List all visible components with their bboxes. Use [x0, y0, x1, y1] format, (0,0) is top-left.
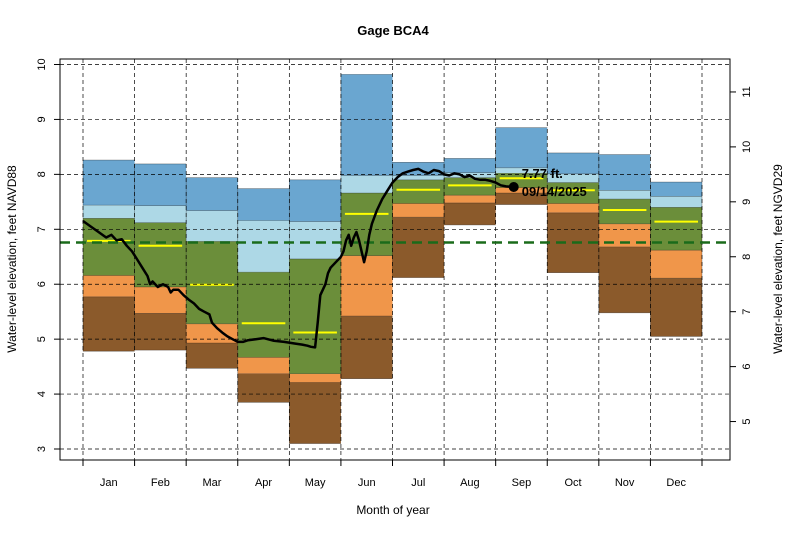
- band-min-p10: [598, 246, 651, 313]
- band-p75-p90: [83, 205, 135, 219]
- current-series-line: [82, 167, 514, 349]
- x-tick-label: Aug: [460, 477, 480, 489]
- y-axis-label-left: Water-level elevation, feet NAVD88: [5, 165, 19, 353]
- band-p10-p25: [83, 275, 135, 297]
- y-tick-label-right: 5: [741, 418, 753, 424]
- x-tick-label: May: [305, 477, 326, 489]
- band-min-p10: [340, 316, 393, 379]
- x-tick-label: Jan: [100, 477, 118, 489]
- x-tick-label: Mar: [202, 477, 221, 489]
- band-p25-p75: [444, 177, 496, 196]
- band-p25-p75: [495, 173, 548, 188]
- y-tick-label-right: 10: [741, 141, 753, 153]
- band-p10-p25: [444, 195, 496, 203]
- band-p10-p25: [650, 250, 702, 279]
- y-tick-label-left: 8: [36, 171, 48, 177]
- band-p75-p90: [289, 221, 341, 259]
- band-p25-p75: [186, 241, 238, 324]
- current-value-marker: [508, 181, 519, 192]
- band-p25-p75: [289, 258, 341, 374]
- band-p90-max: [237, 188, 290, 221]
- band-min-p10: [392, 217, 445, 278]
- band-p10-p25: [495, 187, 548, 194]
- y-tick-label-left: 4: [36, 391, 48, 397]
- band-p25-p75: [237, 272, 290, 358]
- x-tick-label: Dec: [666, 477, 686, 489]
- band-p90-max: [547, 152, 599, 174]
- plot-area: 7.77 ft. 09/14/2025 3 4 5 6 7 8 9 10 5 6 7 8 9 10 11 Jan F…: [36, 58, 753, 489]
- x-tick-label: Feb: [151, 477, 170, 489]
- y-tick-label-right: 7: [741, 309, 753, 315]
- x-tick-label: Oct: [564, 477, 581, 489]
- x-tick-label: Nov: [615, 477, 635, 489]
- x-tick-label: Sep: [512, 477, 532, 489]
- band-p75-p90: [495, 167, 548, 174]
- band-p10-p25: [289, 373, 341, 383]
- y-tick-label-right: 6: [741, 364, 753, 370]
- band-p25-p75: [134, 222, 187, 287]
- band-min-p10: [237, 373, 290, 403]
- band-p90-max: [134, 163, 187, 206]
- band-p90-max: [598, 154, 651, 191]
- x-axis-label: Month of year: [356, 503, 429, 517]
- y-tick-label-right: 11: [741, 86, 753, 97]
- y-tick-label-left: 6: [36, 281, 48, 287]
- band-p10-p25: [134, 286, 187, 314]
- band-min-p10: [495, 193, 548, 205]
- band-p75-p90: [547, 173, 599, 183]
- y-tick-label-right: 8: [741, 254, 753, 260]
- band-p75-p90: [340, 175, 393, 194]
- y-tick-label-left: 10: [36, 58, 48, 70]
- y-tick-label-left: 9: [36, 116, 48, 122]
- band-p25-p75: [392, 179, 445, 204]
- band-min-p10: [444, 202, 496, 225]
- x-tick-label: Apr: [255, 477, 272, 489]
- band-p25-p75: [598, 199, 651, 224]
- band-min-p10: [289, 382, 341, 444]
- band-p75-p90: [392, 175, 445, 180]
- band-p75-p90: [186, 210, 238, 242]
- band-min-p10: [650, 278, 702, 337]
- band-p90-max: [289, 179, 341, 222]
- band-p90-max: [444, 158, 496, 173]
- band-p10-p25: [340, 255, 393, 317]
- band-p90-max: [186, 177, 238, 211]
- y-tick-label-left: 5: [36, 336, 48, 342]
- band-p90-max: [340, 74, 393, 176]
- band-p10-p25: [547, 203, 599, 213]
- band-p75-p90: [237, 220, 290, 273]
- current-value-label: 7.77 ft.: [522, 166, 563, 181]
- current-date-label: 09/14/2025: [522, 184, 587, 199]
- band-min-p10: [134, 313, 187, 351]
- band-min-p10: [83, 296, 135, 352]
- y-axis-label-right: Water-level elevation, feet NGVD29: [771, 164, 785, 354]
- band-p90-max: [83, 160, 135, 206]
- band-p90-max: [650, 182, 702, 197]
- band-p10-p25: [392, 203, 445, 218]
- band-p75-p90: [598, 190, 651, 200]
- band-min-p10: [186, 342, 238, 369]
- x-tick-label: Jun: [358, 477, 376, 489]
- plot-frame: [59, 58, 731, 461]
- y-tick-label-left: 7: [36, 226, 48, 232]
- band-p25-p75: [547, 182, 599, 204]
- band-p10-p25: [186, 323, 238, 343]
- band-p10-p25: [237, 357, 290, 374]
- band-p25-p75: [650, 207, 702, 251]
- y-tick-label-right: 9: [741, 199, 753, 205]
- chart-title: Gage BCA4: [357, 23, 429, 38]
- x-tick-label: Jul: [411, 477, 425, 489]
- band-p75-p90: [650, 196, 702, 208]
- band-p90-max: [495, 127, 548, 168]
- band-p75-p90: [134, 205, 187, 223]
- y-tick-label-left: 3: [36, 446, 48, 452]
